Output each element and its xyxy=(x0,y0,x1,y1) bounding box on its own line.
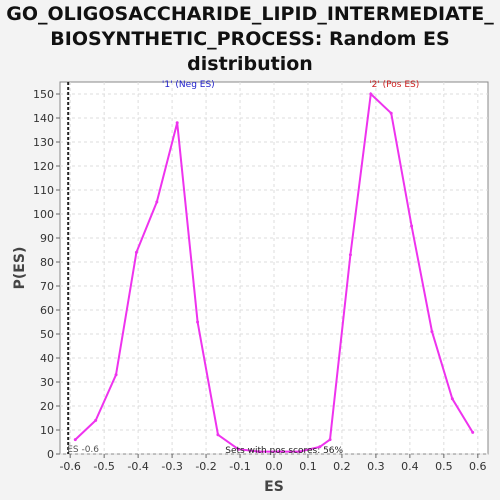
data-point xyxy=(236,447,240,451)
chart-title-line-1: GO_OLIGOSACCHARIDE_LIPID_INTERMEDIATE_ xyxy=(6,3,494,25)
y-tick-label: 80 xyxy=(40,256,54,269)
annotation-neg-es: '1' (Neg ES) xyxy=(162,80,215,90)
x-tick-label: -0.6 xyxy=(59,460,80,473)
x-tick-label: -0.2 xyxy=(195,460,216,473)
data-point xyxy=(297,450,301,454)
y-tick-label: 30 xyxy=(40,376,54,389)
y-tick-label: 50 xyxy=(40,328,54,341)
es-marker-label: ES -0.6 xyxy=(67,445,99,455)
x-axis-label: ES xyxy=(264,479,284,495)
y-tick-label: 100 xyxy=(33,208,54,221)
data-point xyxy=(175,121,179,125)
data-point xyxy=(94,418,98,422)
x-tick-label: -0.4 xyxy=(127,460,148,473)
y-axis-label: P(ES) xyxy=(12,247,28,290)
data-point xyxy=(430,330,434,334)
data-point xyxy=(216,433,220,437)
data-point xyxy=(155,200,159,204)
x-tick-label: 0.2 xyxy=(333,460,351,473)
chart-title-line-2: BIOSYNTHETIC_PROCESS: Random ES xyxy=(50,28,450,50)
annotation-pos-es: '2' (Pos ES) xyxy=(369,80,419,90)
x-axis-ticks: -0.6 -0.5 -0.4 -0.3 -0.2 -0.1 0.0 0.1 0.2 0.3 0.4 0… xyxy=(59,454,487,473)
y-tick-label: 130 xyxy=(33,136,54,149)
data-point xyxy=(277,450,281,454)
chart-title: GO_OLIGOSACCHARIDE_LIPID_INTERMEDIATE_ B… xyxy=(0,2,500,77)
data-point xyxy=(369,92,373,96)
x-tick-label: 0.5 xyxy=(435,460,453,473)
y-tick-label: 60 xyxy=(40,304,54,317)
y-tick-label: 20 xyxy=(40,400,54,413)
y-tick-label: 110 xyxy=(33,184,54,197)
y-tick-label: 0 xyxy=(47,448,54,461)
y-tick-label: 140 xyxy=(33,112,54,125)
y-tick-label: 90 xyxy=(40,232,54,245)
x-tick-label: 0.0 xyxy=(265,460,283,473)
data-point xyxy=(328,438,332,442)
x-tick-label: -0.5 xyxy=(93,460,114,473)
x-tick-label: 0.4 xyxy=(401,460,419,473)
data-point xyxy=(410,224,414,228)
data-point xyxy=(73,438,77,442)
x-tick-label: -0.3 xyxy=(161,460,182,473)
data-point xyxy=(471,430,475,434)
y-tick-label: 70 xyxy=(40,280,54,293)
grid xyxy=(60,82,488,455)
data-point xyxy=(134,250,138,254)
x-tick-label: -0.1 xyxy=(229,460,250,473)
data-point xyxy=(114,373,118,377)
data-point xyxy=(257,450,261,454)
data-point xyxy=(450,397,454,401)
x-tick-label: 0.3 xyxy=(367,460,385,473)
data-point xyxy=(318,445,322,449)
y-tick-label: 40 xyxy=(40,352,54,365)
series-points xyxy=(73,92,475,454)
y-tick-label: 10 xyxy=(40,424,54,437)
chart-title-line-3: distribution xyxy=(187,53,313,75)
y-tick-label: 120 xyxy=(33,160,54,173)
y-tick-label: 150 xyxy=(33,88,54,101)
y-axis-ticks: 0 10 20 30 40 50 60 70 80 90 100 110 120 130 140 150 xyxy=(33,88,60,461)
data-point xyxy=(348,253,352,257)
x-tick-label: 0.1 xyxy=(299,460,317,473)
data-point xyxy=(389,111,393,115)
data-point xyxy=(196,320,200,324)
pos-scores-text: Sets with pos scores: 56% xyxy=(225,446,343,456)
x-tick-label: 0.6 xyxy=(469,460,487,473)
